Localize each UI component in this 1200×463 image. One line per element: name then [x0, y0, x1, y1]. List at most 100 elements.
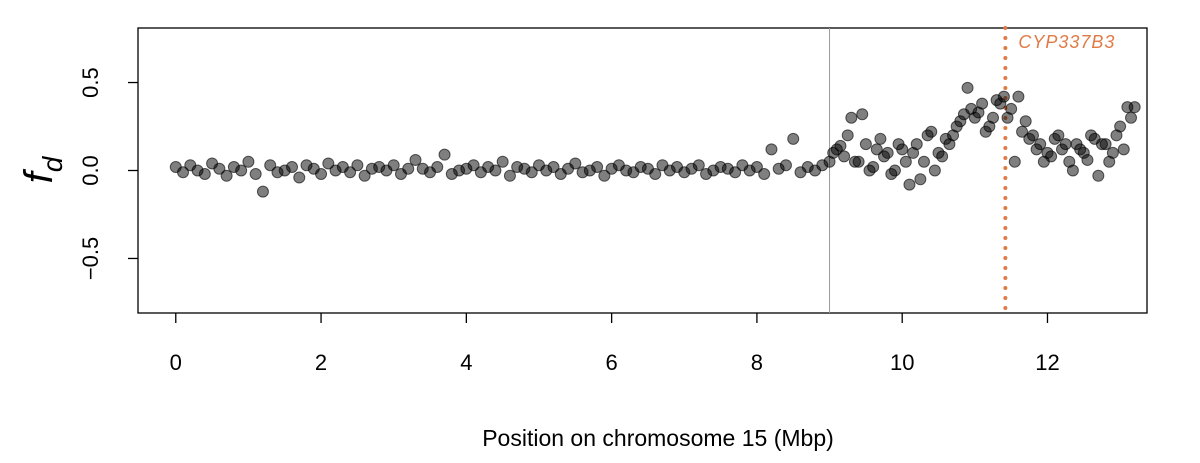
point — [1016, 125, 1029, 138]
x-tick-label: 8 — [751, 350, 763, 375]
point — [1030, 143, 1043, 156]
y-tick-label: 0.0 — [78, 155, 103, 186]
x-tick-label: 10 — [890, 350, 914, 375]
point — [503, 169, 516, 182]
point — [856, 108, 869, 121]
point — [489, 164, 502, 177]
point — [591, 160, 604, 173]
point — [1066, 164, 1079, 177]
point — [961, 81, 974, 94]
point — [863, 164, 876, 177]
point — [787, 132, 800, 145]
point — [235, 164, 248, 177]
point — [758, 168, 771, 181]
point — [1023, 132, 1036, 145]
point — [496, 155, 509, 168]
point — [986, 111, 999, 124]
point — [936, 150, 949, 163]
point — [1045, 150, 1058, 163]
point — [1001, 111, 1014, 124]
point — [293, 171, 306, 184]
point — [525, 166, 538, 179]
point — [1117, 143, 1130, 156]
point — [972, 106, 985, 119]
point — [907, 146, 920, 159]
point — [878, 150, 891, 163]
point — [903, 178, 916, 191]
point — [569, 157, 582, 170]
point — [729, 166, 742, 179]
point — [213, 162, 226, 175]
point — [765, 143, 778, 156]
point — [431, 160, 444, 173]
point — [845, 111, 858, 124]
x-tick-label: 2 — [315, 350, 327, 375]
point — [387, 159, 400, 172]
point — [322, 157, 335, 170]
point — [917, 155, 930, 168]
y-tick-label: 0.5 — [78, 67, 103, 98]
point — [950, 120, 963, 133]
point — [177, 166, 190, 179]
point — [779, 159, 792, 172]
annotation: CYP337B3 — [1018, 32, 1115, 52]
point — [874, 132, 887, 145]
point — [1074, 143, 1087, 156]
point — [1019, 115, 1032, 128]
point — [1110, 129, 1123, 142]
point — [928, 164, 941, 177]
point — [870, 143, 883, 156]
point — [1081, 153, 1094, 166]
point — [943, 138, 956, 151]
point — [899, 155, 912, 168]
point — [921, 129, 934, 142]
point — [1128, 101, 1141, 114]
point — [1012, 90, 1025, 103]
point — [1125, 111, 1138, 124]
point — [838, 150, 851, 163]
point — [402, 162, 415, 175]
point — [979, 125, 992, 138]
point — [256, 185, 269, 198]
point — [1095, 138, 1108, 151]
point — [848, 155, 861, 168]
point — [249, 168, 262, 181]
point — [1103, 155, 1116, 168]
point — [351, 159, 364, 172]
point — [598, 169, 611, 182]
point — [841, 129, 854, 142]
point — [358, 169, 371, 182]
point — [885, 168, 898, 181]
y-tick-label: −0.5 — [78, 237, 103, 280]
point — [834, 139, 847, 152]
point — [827, 146, 840, 159]
point — [198, 168, 211, 181]
x-tick-label: 12 — [1035, 350, 1059, 375]
point — [286, 160, 299, 173]
y-axis-label-subscript: d — [37, 155, 68, 172]
point — [750, 160, 763, 173]
point — [315, 168, 328, 181]
point — [438, 148, 451, 161]
point — [344, 166, 357, 179]
point — [892, 138, 905, 151]
point — [994, 97, 1007, 110]
y-axis-label: fd — [17, 155, 68, 183]
x-axis-label: Position on chromosome 15 (Mbp) — [482, 425, 834, 451]
point — [220, 169, 233, 182]
point — [914, 173, 927, 186]
point — [264, 159, 277, 172]
point — [1092, 169, 1105, 182]
point — [409, 153, 422, 166]
point — [692, 159, 705, 172]
point — [1059, 138, 1072, 151]
x-tick-label: 6 — [606, 350, 618, 375]
point — [467, 159, 480, 172]
point — [547, 160, 560, 173]
point — [649, 168, 662, 181]
point — [1052, 129, 1065, 142]
x-tick-label: 0 — [170, 350, 182, 375]
point — [859, 138, 872, 151]
x-tick-label: 4 — [460, 350, 472, 375]
